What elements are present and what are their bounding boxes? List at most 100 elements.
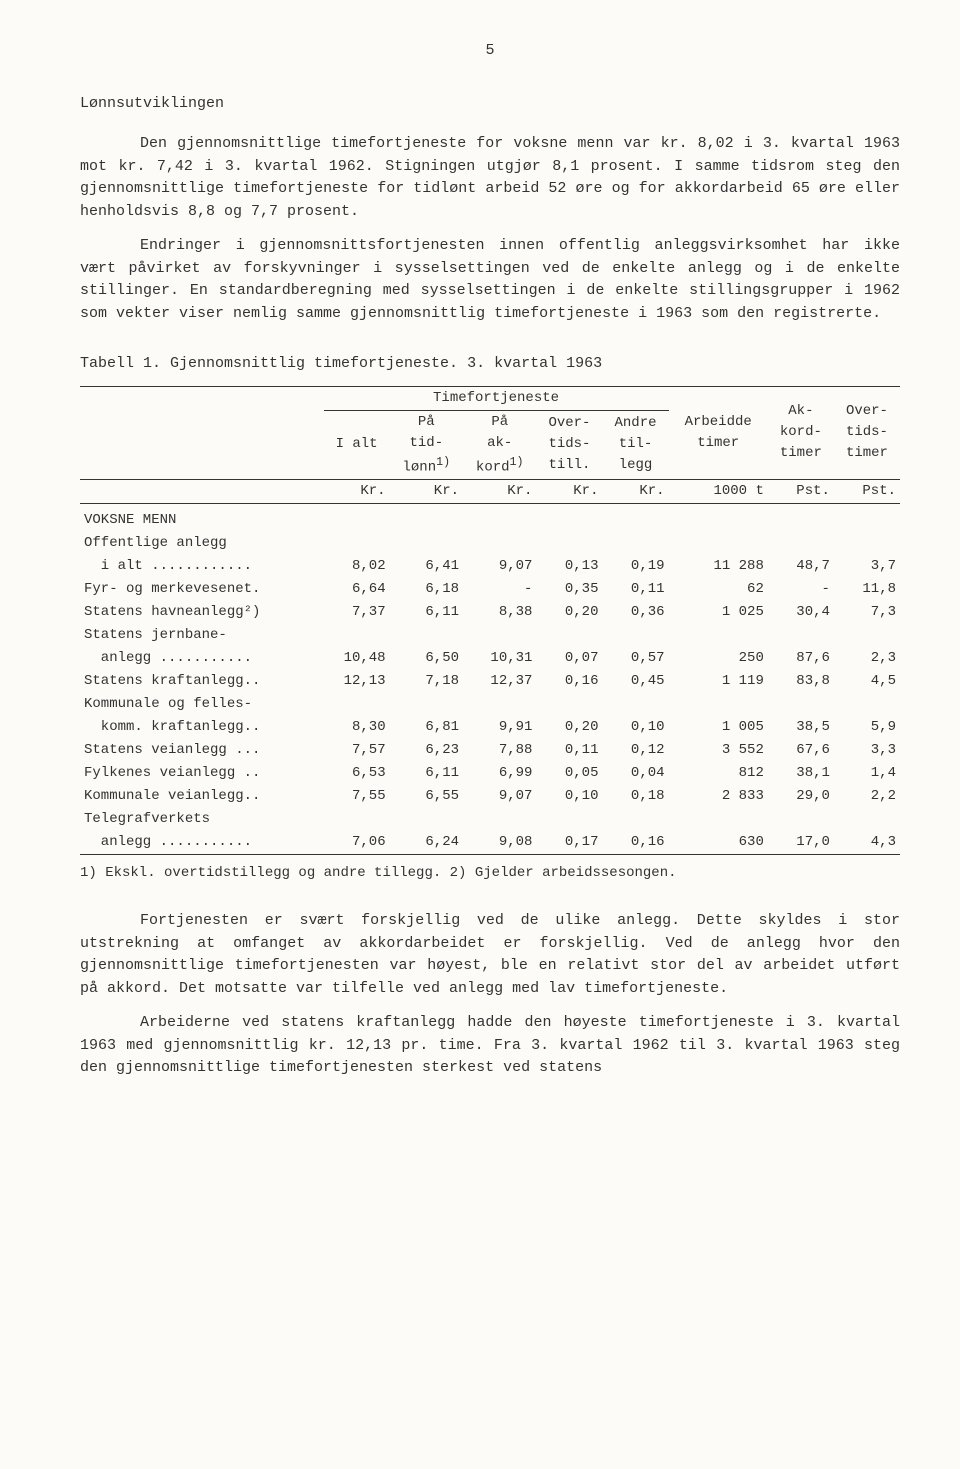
table-cell: 0,19 [602,555,668,578]
table-cell: 7,57 [324,739,390,762]
paragraph-3: Fortjenesten er svært forskjellig ved de… [80,910,900,1000]
table-cell: 9,08 [463,831,536,855]
subsection-offentlige: Offentlige anlegg [80,532,900,555]
table-cell: 12,13 [324,670,390,693]
table-cell: 6,64 [324,578,390,601]
table-row-label: anlegg ........... [80,647,324,670]
table-cell: 1 005 [669,716,768,739]
table-cell: 6,18 [390,578,463,601]
table-cell: 0,20 [536,716,602,739]
table-cell: 5,9 [834,716,900,739]
unit-pst: Pst. [834,480,900,504]
table-cell: 2,3 [834,647,900,670]
unit-1000t: 1000 t [669,480,768,504]
table-cell: 83,8 [768,670,834,693]
table-cell: 8,02 [324,555,390,578]
table-row-label: Statens jernbane- [80,624,324,647]
col-tidlonn: Påtid-lønn1) [390,410,463,480]
table-cell: 11,8 [834,578,900,601]
table-cell: 6,24 [390,831,463,855]
table-cell: 0,11 [536,739,602,762]
table-row-label: Fyr- og merkevesenet. [80,578,324,601]
table-cell: 7,55 [324,785,390,808]
table-cell: 0,17 [536,831,602,855]
table-cell: 2 833 [669,785,768,808]
table-cell: 0,57 [602,647,668,670]
table-cell: 3,3 [834,739,900,762]
table-cell: 0,20 [536,601,602,624]
table-row-label: Kommunale og felles- [80,693,324,716]
section-title: Lønnsutviklingen [80,93,900,116]
unit-kr: Kr. [390,480,463,504]
table-cell: 1,4 [834,762,900,785]
table-cell: 0,36 [602,601,668,624]
table-cell: 17,0 [768,831,834,855]
table-cell: 6,11 [390,762,463,785]
table-cell: 2,2 [834,785,900,808]
table-cell: 0,10 [536,785,602,808]
paragraph-2: Endringer i gjennomsnittsfortjenesten in… [80,235,900,325]
table-cell: 48,7 [768,555,834,578]
table-cell: 0,35 [536,578,602,601]
col-andre: Andretil-legg [602,410,668,480]
table-cell: 0,12 [602,739,668,762]
table-cell: 6,41 [390,555,463,578]
data-table: Timefortjeneste Arbeiddetimer Ak-kord-ti… [80,386,900,856]
table-cell: 7,88 [463,739,536,762]
col-overtidstimer: Over-tids-timer [834,386,900,480]
table-cell: 3,7 [834,555,900,578]
col-group-timefortjeneste: Timefortjeneste [324,386,669,410]
table-cell: 62 [669,578,768,601]
table-cell: 0,16 [536,670,602,693]
table-row-label: Telegrafverkets [80,808,324,831]
table-cell: 10,31 [463,647,536,670]
table-cell: 6,99 [463,762,536,785]
table-cell: 0,04 [602,762,668,785]
table-cell: 6,23 [390,739,463,762]
table-cell: 3 552 [669,739,768,762]
table-cell: 0,05 [536,762,602,785]
paragraph-1: Den gjennomsnittlige timefortjeneste for… [80,133,900,223]
table-cell: 7,37 [324,601,390,624]
table-cell: 29,0 [768,785,834,808]
table-cell: 0,07 [536,647,602,670]
table-row-label: Fylkenes veianlegg .. [80,762,324,785]
table-cell: 8,38 [463,601,536,624]
table-cell: 9,91 [463,716,536,739]
table-cell: 38,1 [768,762,834,785]
table-cell: 12,37 [463,670,536,693]
table-cell: 6,55 [390,785,463,808]
table-cell: 7,06 [324,831,390,855]
table-cell: 6,50 [390,647,463,670]
table-cell: 1 119 [669,670,768,693]
page-number: 5 [80,40,900,63]
col-ialt: I alt [324,410,390,480]
table-cell: 4,5 [834,670,900,693]
table-caption: Tabell 1. Gjennomsnittlig timefortjenest… [80,353,900,376]
table-cell: 0,18 [602,785,668,808]
table-row-label: Kommunale veianlegg.. [80,785,324,808]
table-cell: 1 025 [669,601,768,624]
table-row-label: Statens kraftanlegg.. [80,670,324,693]
table-cell: 11 288 [669,555,768,578]
table-cell: 10,48 [324,647,390,670]
unit-kr: Kr. [463,480,536,504]
table-cell: 0,10 [602,716,668,739]
table-cell: 6,81 [390,716,463,739]
table-row-label: komm. kraftanlegg.. [80,716,324,739]
table-cell: 0,45 [602,670,668,693]
table-cell: 30,4 [768,601,834,624]
table-cell: 0,11 [602,578,668,601]
table-cell: 0,13 [536,555,602,578]
table-cell: 630 [669,831,768,855]
table-cell: 6,11 [390,601,463,624]
paragraph-4: Arbeiderne ved statens kraftanlegg hadde… [80,1012,900,1080]
table-row-label: anlegg ........... [80,831,324,855]
table-cell: 812 [669,762,768,785]
table-cell: 250 [669,647,768,670]
table-row-label: Statens veianlegg ... [80,739,324,762]
section-voksne-menn: VOKSNE MENN [80,504,900,533]
col-overtid: Over-tids-till. [536,410,602,480]
table-cell: 7,3 [834,601,900,624]
table-row-label: i alt ............ [80,555,324,578]
